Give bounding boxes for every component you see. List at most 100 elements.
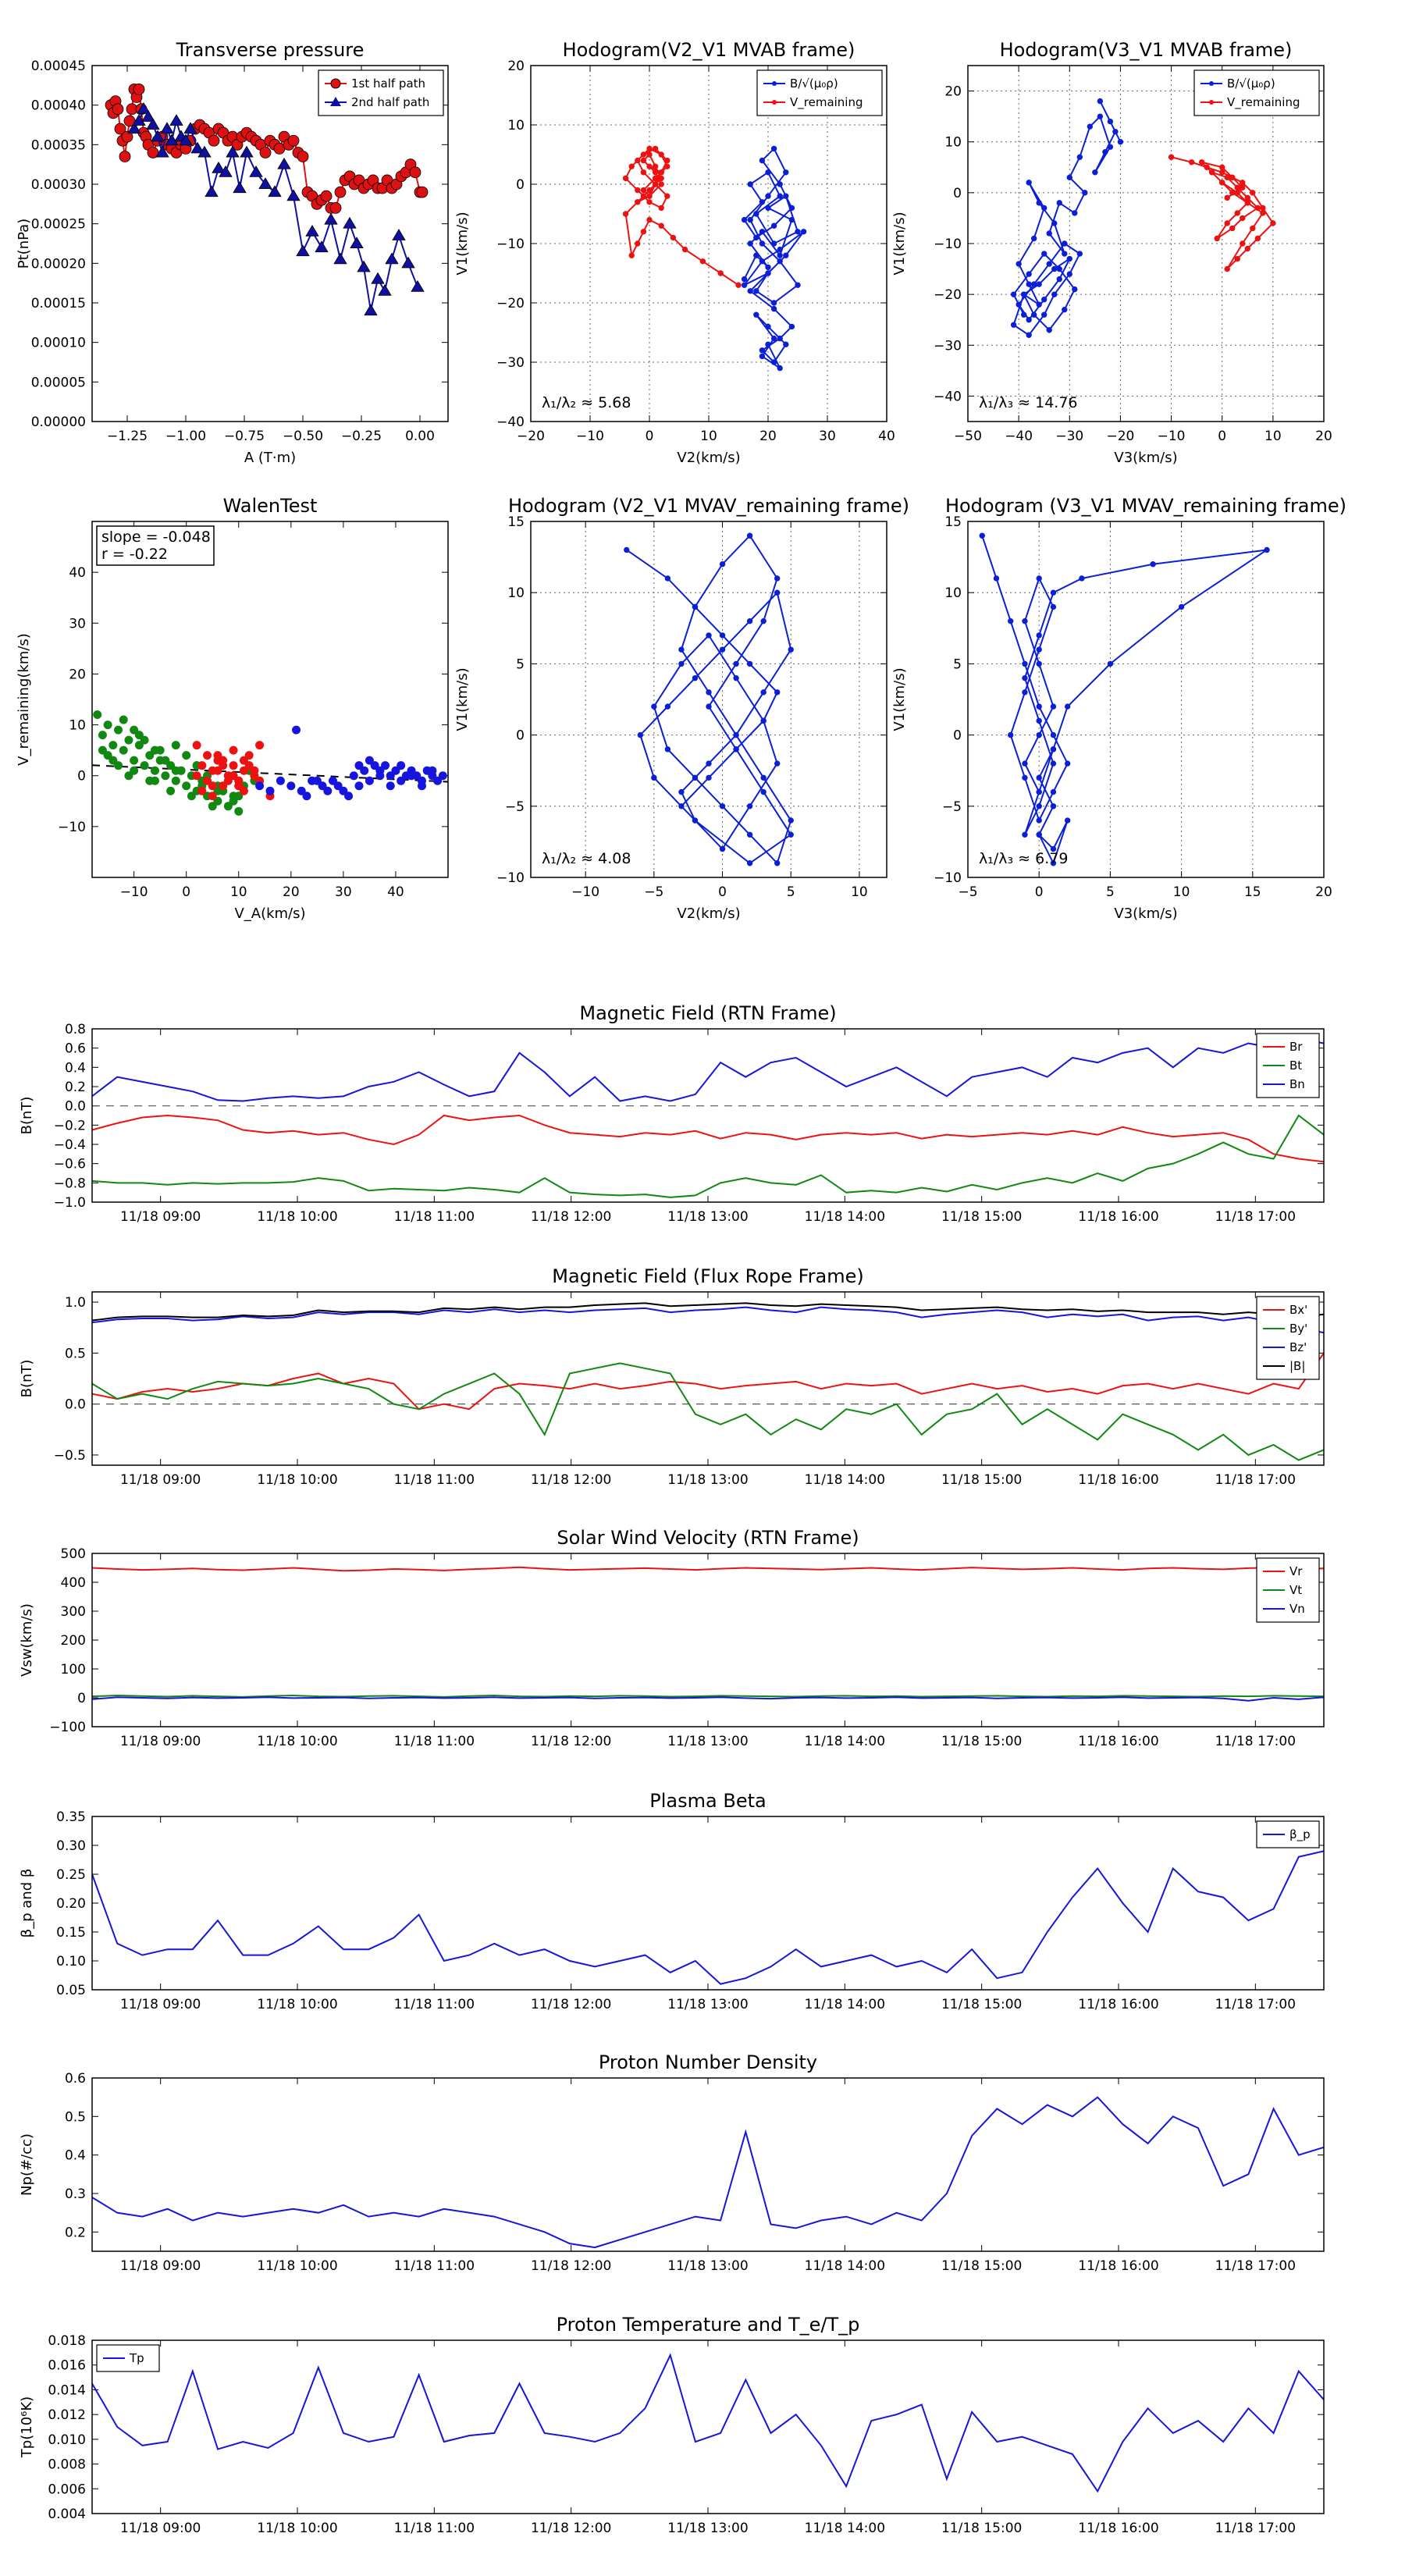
data-point: [1097, 113, 1104, 119]
series-2: [92, 1037, 1324, 1102]
data-point: [360, 766, 369, 775]
x-tick-label: −0.75: [224, 429, 265, 444]
x-tick-label: 15: [1244, 884, 1261, 900]
data-point: [770, 145, 777, 152]
data-point: [1066, 174, 1072, 181]
ratio-annotation: λ₁/λ₃ ≈ 6.79: [979, 850, 1068, 867]
x-tick-label: −40: [1005, 429, 1033, 444]
x-tick-label: 11/18 09:00: [120, 1209, 201, 1225]
plot-frame: [91, 521, 449, 878]
data-point: [1022, 617, 1028, 624]
data-point: [371, 272, 385, 284]
x-tick-label: 11/18 09:00: [120, 1472, 201, 1488]
data-point: [182, 751, 191, 760]
x-tick-label: 0: [1035, 884, 1044, 900]
data-point: [124, 735, 133, 745]
data-point: [678, 803, 685, 809]
y-axis-label: V1(km/s): [891, 667, 908, 731]
x-tick-label: 11/18 10:00: [257, 1734, 337, 1749]
x-tick-label: 11/18 13:00: [667, 1209, 748, 1225]
data-point: [1240, 180, 1246, 186]
x-tick-label: 11/18 16:00: [1078, 1734, 1158, 1749]
x-tick-label: 11/18 17:00: [1215, 1997, 1296, 2012]
data-point: [1036, 575, 1042, 582]
data-point: [746, 860, 753, 866]
data-point: [719, 646, 726, 653]
data-point: [692, 774, 699, 781]
x-tick-label: 10: [851, 884, 868, 900]
data-point: [664, 746, 671, 753]
data-point: [392, 229, 406, 240]
data-point: [788, 831, 794, 838]
x-tick-label: 11/18 16:00: [1078, 1472, 1158, 1488]
data-point: [753, 311, 759, 318]
data-point: [759, 199, 766, 205]
data-point: [137, 101, 151, 114]
x-tick-label: 5: [1106, 884, 1115, 900]
series-1: [192, 741, 275, 801]
legend: 1st half path 2nd half path: [318, 69, 444, 116]
x-tick-label: 11/18 11:00: [394, 2521, 475, 2536]
x-tick-label: −1.25: [107, 429, 148, 444]
y-tick-label: 0: [953, 728, 962, 744]
data-point: [719, 561, 726, 568]
data-point: [1026, 281, 1032, 287]
y-tick-label: 0.00040: [31, 98, 86, 114]
x-tick-label: 11/18 10:00: [257, 2521, 337, 2536]
data-point: [213, 751, 222, 760]
x-tick-label: 11/18 13:00: [667, 1997, 748, 2012]
x-axis-label: V2(km/s): [677, 450, 740, 466]
data-point: [187, 792, 196, 801]
legend-label: |B|: [1289, 1359, 1305, 1373]
data-point: [1224, 194, 1230, 201]
data-point: [333, 781, 343, 791]
data-point: [1050, 603, 1057, 610]
x-tick-label: 11/18 14:00: [805, 1472, 885, 1488]
y-tick-label: −30: [934, 338, 962, 354]
data-point: [765, 205, 771, 212]
data-point: [1008, 731, 1014, 738]
data-point: [140, 761, 149, 770]
data-point: [190, 141, 205, 154]
y-tick-label: 0.2: [65, 2225, 86, 2240]
data-point: [652, 175, 659, 182]
x-tick-label: 11/18 16:00: [1078, 2521, 1158, 2536]
data-point: [286, 781, 296, 791]
data-point: [1020, 291, 1027, 297]
series-0: [92, 1352, 1324, 1411]
chart-title: Plasma Beta: [649, 1790, 766, 1812]
series-1: [92, 1114, 1324, 1198]
x-tick-label: 20: [1315, 429, 1332, 444]
legend-label: V_remaining: [790, 95, 863, 110]
chart-title: Transverse pressure: [176, 39, 365, 61]
data-point: [208, 134, 220, 147]
x-tick-label: 11/18 16:00: [1078, 2258, 1158, 2274]
plot-frame: [91, 1028, 1325, 1203]
x-tick-label: 11/18 12:00: [531, 2258, 611, 2274]
data-point: [233, 181, 247, 194]
data-point: [1036, 731, 1042, 738]
data-point: [1046, 261, 1052, 267]
legend-label: Br: [1289, 1040, 1303, 1054]
y-tick-label: −5: [505, 799, 525, 815]
data-point: [788, 817, 794, 824]
data-point: [658, 175, 664, 182]
y-tick-label: 0.4: [65, 2148, 86, 2164]
data-point: [664, 163, 670, 169]
data-point: [664, 575, 671, 582]
data-point: [375, 771, 385, 781]
data-point: [741, 276, 748, 283]
data-point: [98, 731, 107, 740]
y-tick-label: −10: [934, 237, 962, 252]
data-point: [635, 157, 641, 164]
data-point: [788, 323, 795, 330]
data-point: [1036, 281, 1042, 287]
y-tick-label: 0.4: [65, 1060, 86, 1076]
data-point: [208, 781, 217, 791]
plot-frame: [91, 2077, 1325, 2252]
data-point: [1051, 265, 1058, 272]
plot-frame: [530, 521, 887, 878]
data-point: [646, 145, 653, 152]
data-point: [141, 110, 155, 122]
data-point: [733, 674, 739, 681]
